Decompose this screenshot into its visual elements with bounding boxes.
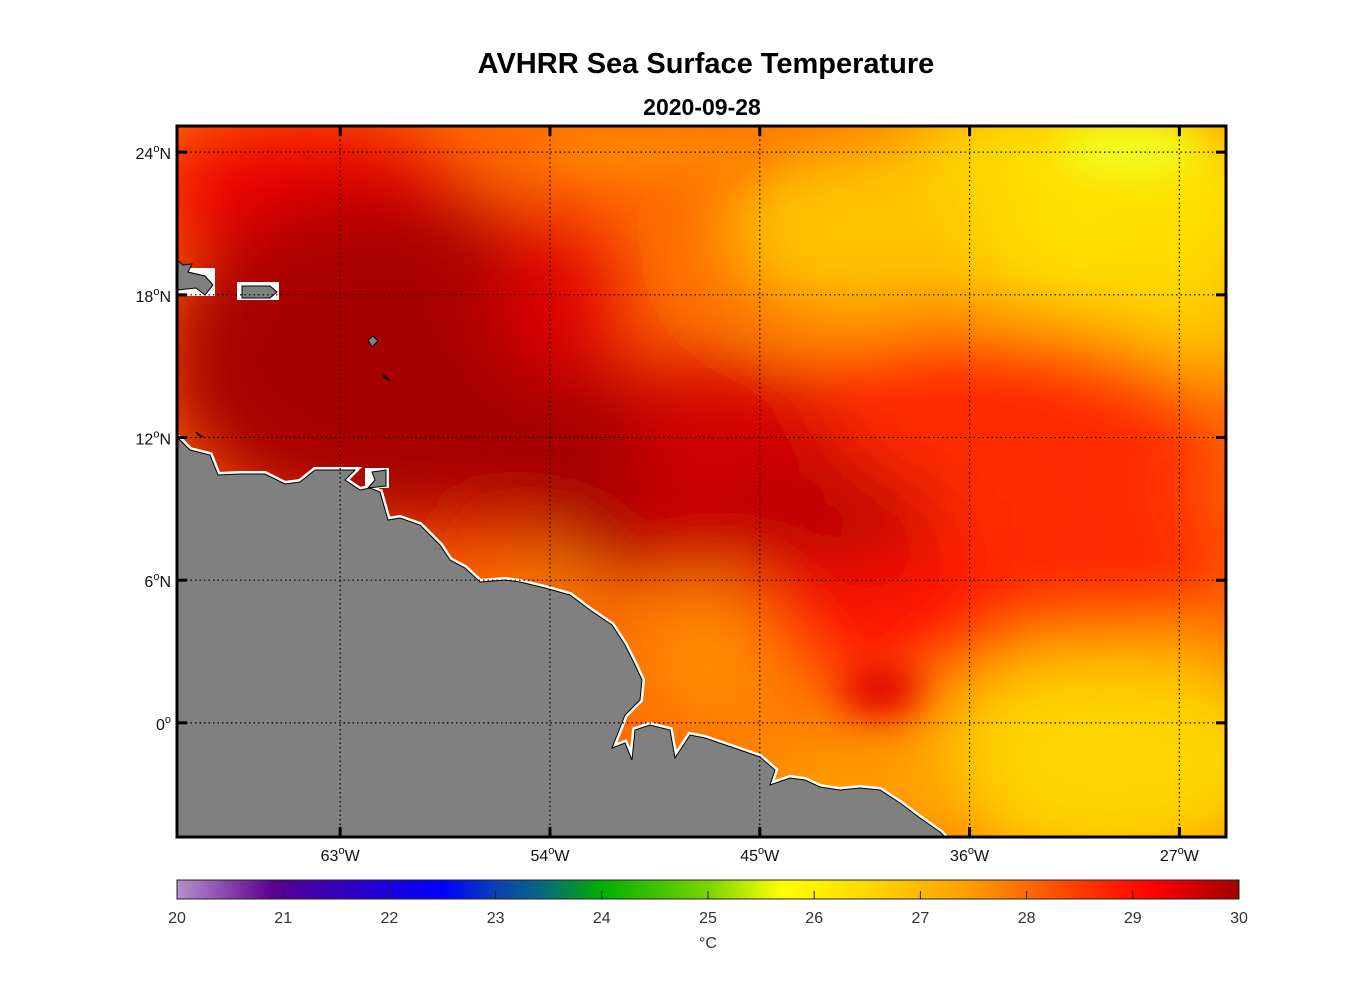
- colorbar-tick-label: 28: [1018, 910, 1036, 927]
- lat-tick-label: 0o: [156, 714, 171, 734]
- chart-subtitle: 2020-09-28: [643, 94, 761, 120]
- land: [177, 259, 948, 837]
- colorbar-unit-label: °C: [699, 935, 717, 952]
- colorbar-tick-label: 26: [805, 910, 823, 927]
- colorbar-tick-label: 25: [699, 910, 717, 927]
- colorbar-tick-label: 23: [487, 910, 505, 927]
- colorbar-tick-label: 30: [1230, 910, 1248, 927]
- lat-tick-label: 24oN: [136, 143, 171, 163]
- colorbar: 20 21 22 23 24 25 26 27 28 29 30 °C: [168, 879, 1248, 952]
- map-frame: [175, 124, 1228, 839]
- colorbar-tick-label: 20: [168, 910, 186, 927]
- guadeloupe: [367, 335, 379, 348]
- graticule: [177, 126, 1226, 837]
- axis-ticks: 63oW 54oW 45oW 36oW 27oW 24oN 18oN 12oN 6oN 0o: [136, 126, 1226, 865]
- lon-tick-label: 36oW: [950, 845, 990, 865]
- hispaniola: [177, 259, 214, 296]
- lon-tick-label: 63oW: [321, 845, 361, 865]
- colorbar-tick-label: 29: [1124, 910, 1142, 927]
- sst-field: [177, 126, 1226, 837]
- lat-tick-label: 18oN: [136, 286, 171, 306]
- colorbar-tick-label: 27: [912, 910, 930, 927]
- lon-tick-label: 54oW: [530, 845, 570, 865]
- trinidad: [366, 469, 387, 489]
- martinique: [381, 373, 391, 382]
- lat-tick-label: 12oN: [136, 429, 171, 449]
- chart-title: AVHRR Sea Surface Temperature: [477, 48, 935, 80]
- colorbar-tick-label: 21: [274, 910, 292, 927]
- puerto-rico: [241, 285, 278, 299]
- south-america: [177, 436, 946, 837]
- tobago: [195, 431, 204, 438]
- lon-tick-label: 27oW: [1160, 845, 1200, 865]
- colorbar-tick-label: 22: [381, 910, 399, 927]
- lat-tick-label: 6oN: [144, 571, 171, 591]
- colorbar-tick-label: 24: [593, 910, 611, 927]
- lon-tick-label: 45oW: [740, 845, 780, 865]
